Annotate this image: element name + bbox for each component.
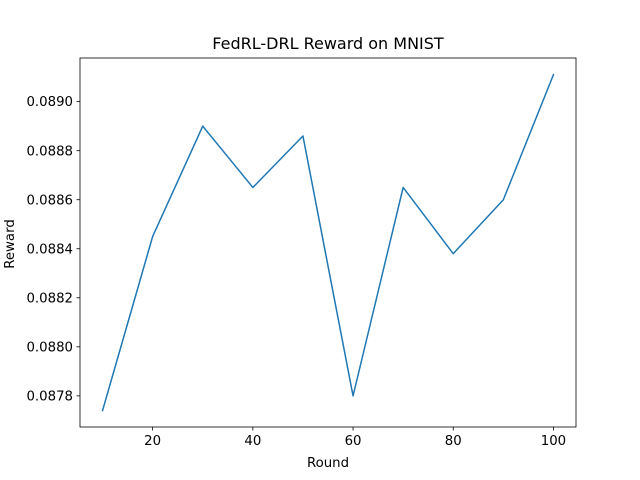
x-tick-label: 60 xyxy=(345,434,362,449)
y-axis-label: Reward xyxy=(3,219,18,269)
y-tick-label: 0.0884 xyxy=(26,242,73,257)
x-tick-label: 80 xyxy=(445,434,462,449)
y-tick-label: 0.0888 xyxy=(26,144,73,159)
y-tick-label: 0.0882 xyxy=(26,291,73,306)
series-line-0 xyxy=(101,73,555,412)
axes-frame xyxy=(79,57,577,428)
x-tick-label: 20 xyxy=(144,434,161,449)
y-tick-label: 0.0886 xyxy=(26,193,73,208)
plot-area: 20 40 60 80 100 0.0878 0.0880 0.0882 0.0884 0.088… xyxy=(26,57,577,449)
x-axis-label: Round xyxy=(307,456,349,471)
y-tick-label: 0.0890 xyxy=(26,95,73,110)
x-tick-label: 100 xyxy=(541,434,566,449)
y-tick-label: 0.0880 xyxy=(26,340,73,355)
x-tick-label: 40 xyxy=(244,434,261,449)
y-tick-label: 0.0878 xyxy=(26,389,73,404)
chart-title: FedRL-DRL Reward on MNIST xyxy=(212,34,444,53)
